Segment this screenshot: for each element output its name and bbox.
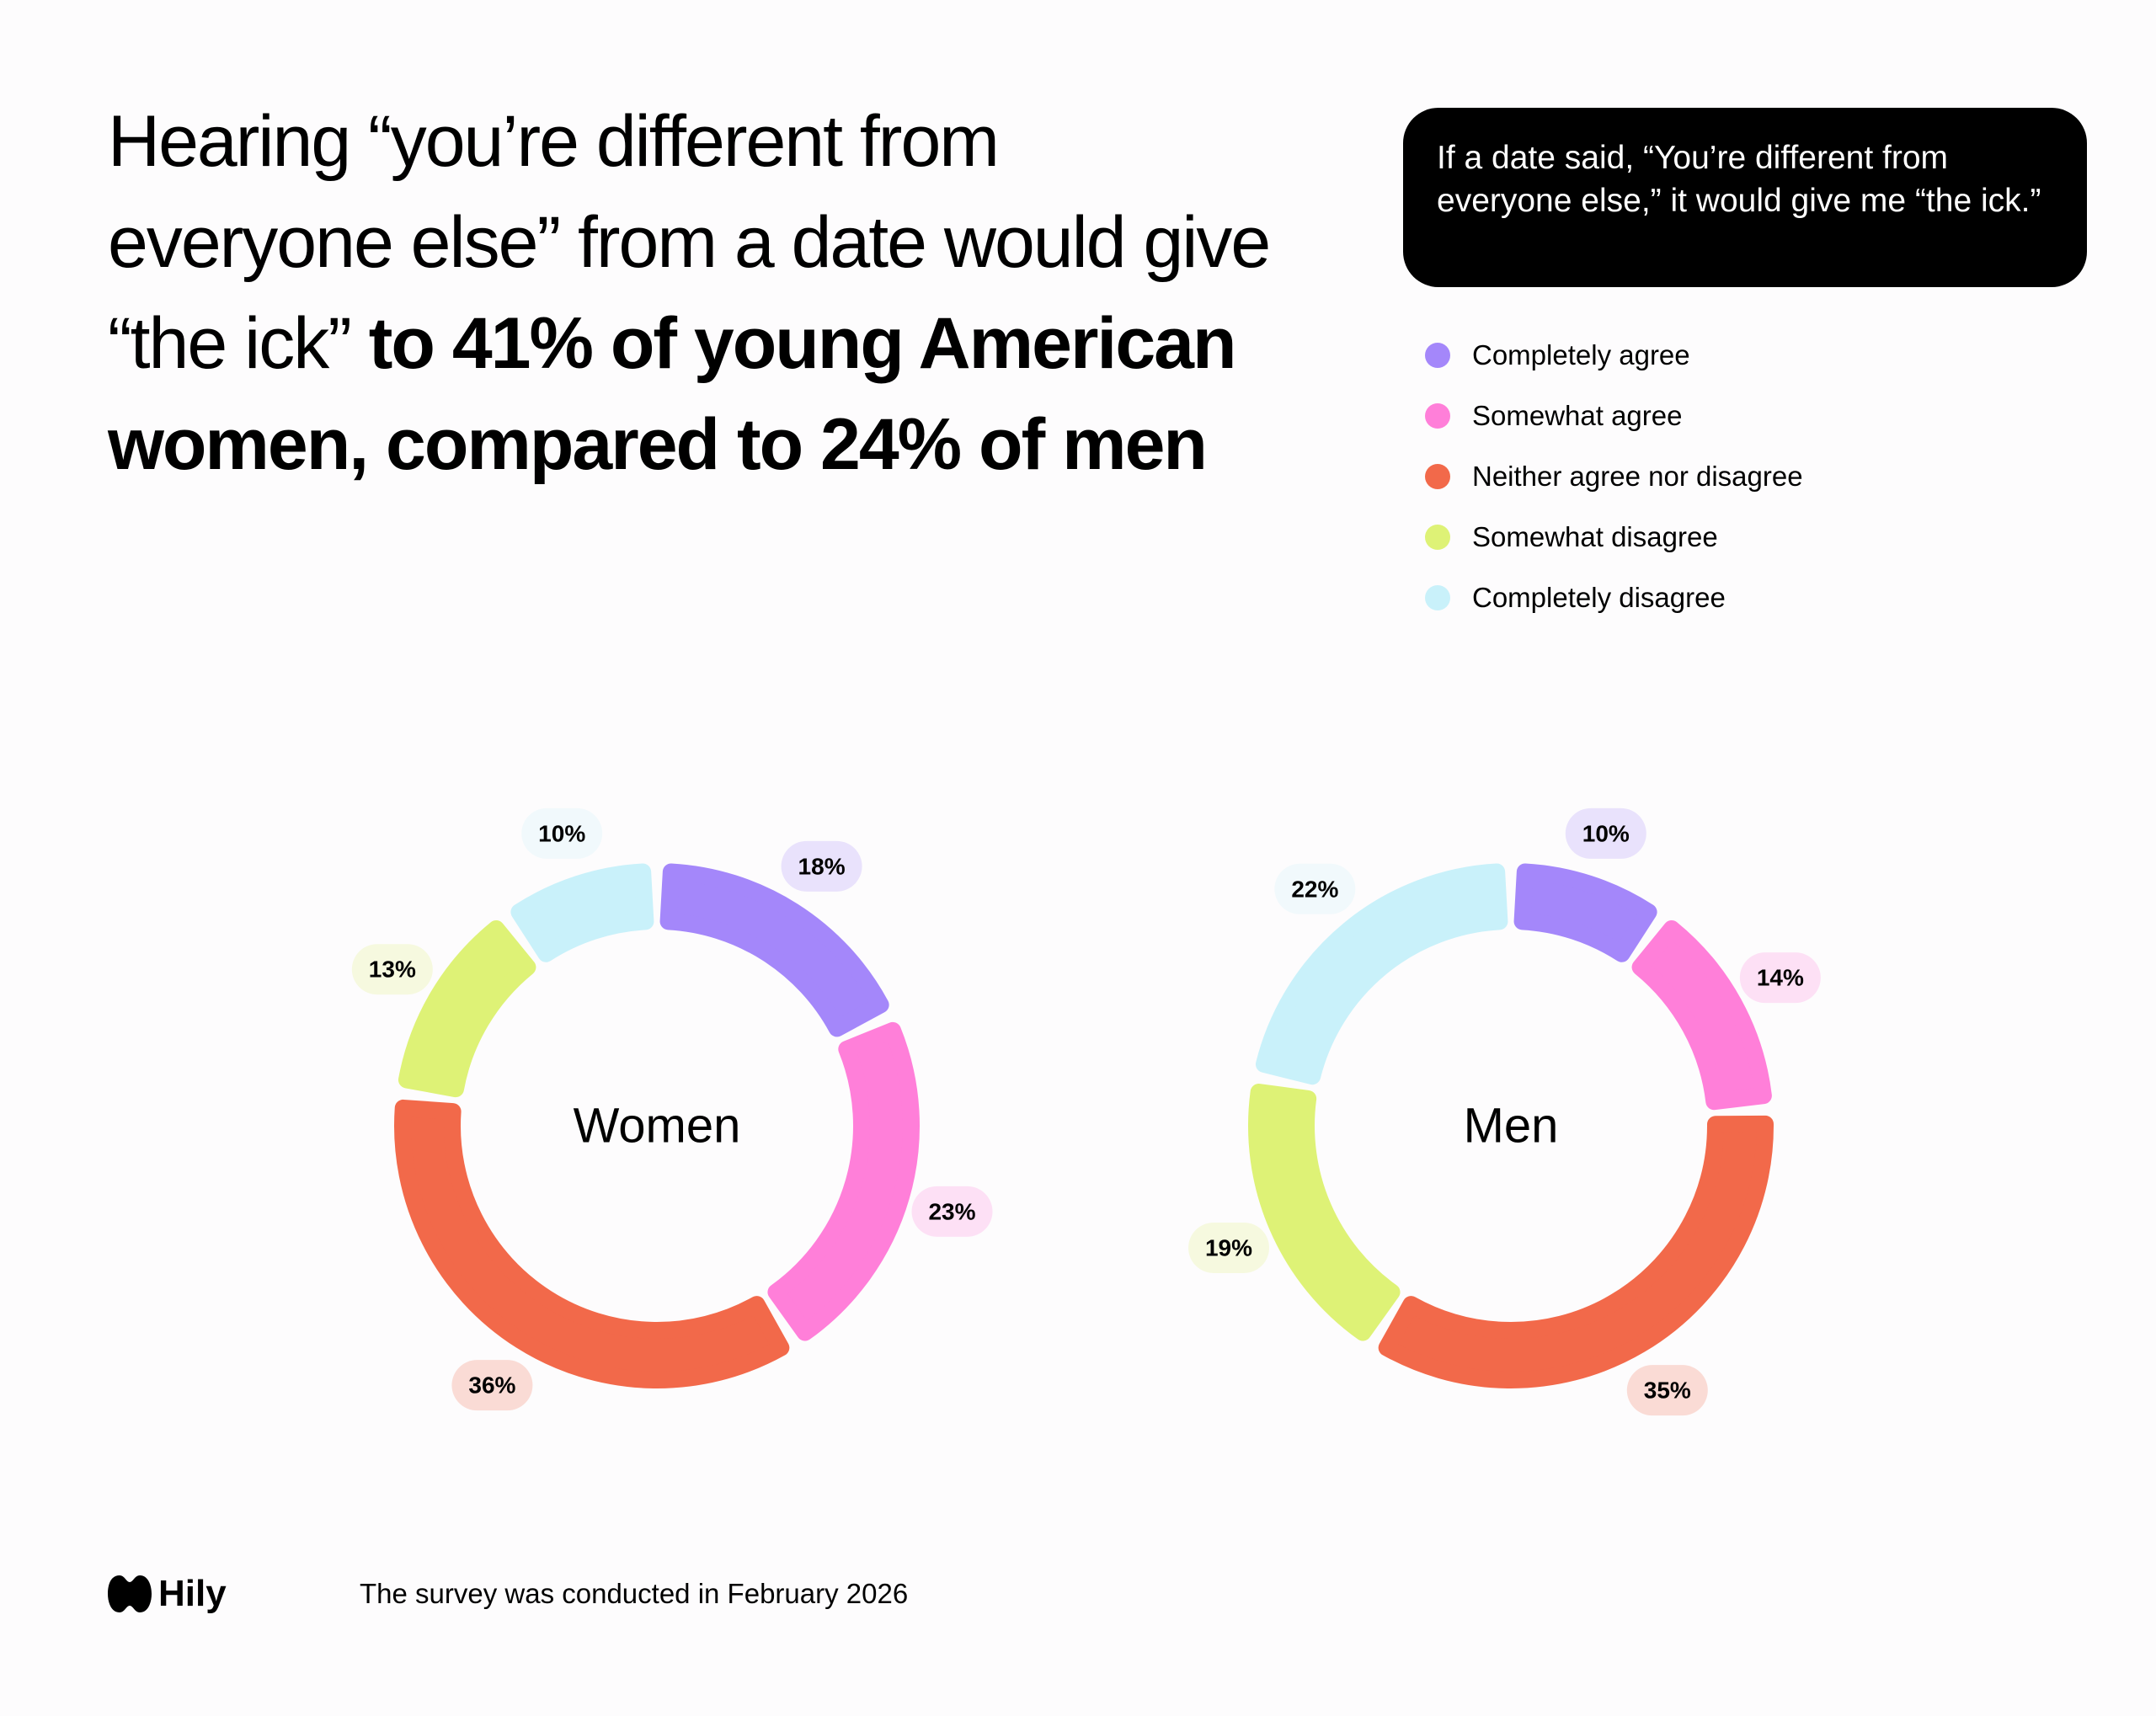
legend-swatch	[1425, 464, 1450, 489]
value-label-bg	[781, 840, 862, 892]
donut-segment	[767, 1021, 920, 1341]
donut-segment	[398, 919, 536, 1098]
legend: Completely agree Somewhat agree Neither ag…	[1425, 325, 1803, 628]
legend-label: Completely agree	[1472, 339, 1690, 370]
value-label-bg	[1626, 1365, 1708, 1416]
donut-segment	[394, 1099, 790, 1388]
value-label: 13%	[369, 957, 416, 983]
donut: 18% 23% 36% 13% 10% Women	[351, 807, 993, 1411]
value-label: 14%	[1757, 965, 1804, 991]
value-label: 35%	[1644, 1378, 1691, 1404]
value-label-bg	[451, 1360, 533, 1411]
donut-center-label: Men	[1464, 1099, 1559, 1154]
legend-label: Neither agree nor disagree	[1472, 461, 1803, 492]
headline-bold: to 41% of young American women, compared…	[108, 303, 1237, 485]
legend-label: Somewhat agree	[1472, 400, 1683, 431]
value-label-bg	[911, 1186, 993, 1237]
legend-item: Neither agree nor disagree	[1425, 446, 1803, 507]
donut-segment	[1378, 1115, 1774, 1388]
value-label: 36%	[468, 1372, 515, 1399]
value-label-bg	[1188, 1222, 1270, 1273]
logo: Hily	[108, 1573, 227, 1615]
legend-label: Completely disagree	[1472, 582, 1726, 613]
headline: Hearing “you’re different from everyone …	[108, 91, 1287, 495]
legend-swatch	[1425, 585, 1450, 610]
value-label-bg	[1739, 952, 1821, 1004]
value-label: 23%	[928, 1198, 975, 1224]
legend-swatch	[1425, 403, 1450, 429]
value-label: 10%	[1582, 820, 1630, 846]
legend-item: Completely disagree	[1425, 568, 1803, 628]
value-label: 18%	[798, 853, 846, 879]
value-label-bg	[351, 944, 433, 995]
value-label: 22%	[1291, 876, 1338, 902]
legend-item: Somewhat agree	[1425, 386, 1803, 446]
donut-segment	[510, 863, 654, 962]
headline-regular: Hearing “you’re different from everyone …	[108, 101, 1271, 384]
donut-segment	[1248, 1084, 1401, 1341]
value-label: 10%	[538, 820, 585, 846]
donut: 10% 14% 35% 19% 22% Men	[1188, 807, 1821, 1416]
question: If a date said, “You’re different from e…	[1437, 140, 2041, 219]
donut-segment	[1631, 919, 1772, 1111]
legend-label: Somewhat disagree	[1472, 521, 1718, 552]
donut-segment	[1255, 863, 1508, 1085]
question-box: If a date said, “You’re different from e…	[1403, 108, 2087, 287]
legend-item: Somewhat disagree	[1425, 507, 1803, 568]
logo-icon	[108, 1575, 152, 1612]
legend-swatch	[1425, 525, 1450, 550]
value-label-bg	[1274, 863, 1356, 914]
footnote: The survey was conducted in February 202…	[360, 1578, 909, 1609]
legend-swatch	[1425, 343, 1450, 368]
value-label: 19%	[1205, 1234, 1252, 1260]
value-label-bg	[1565, 807, 1646, 859]
donut-segment	[1513, 863, 1657, 962]
legend-item: Completely agree	[1425, 325, 1803, 386]
brand: Hily	[158, 1573, 227, 1614]
donut-center-label: Women	[574, 1099, 741, 1154]
donut-segment	[659, 863, 889, 1037]
value-label-bg	[521, 807, 603, 859]
